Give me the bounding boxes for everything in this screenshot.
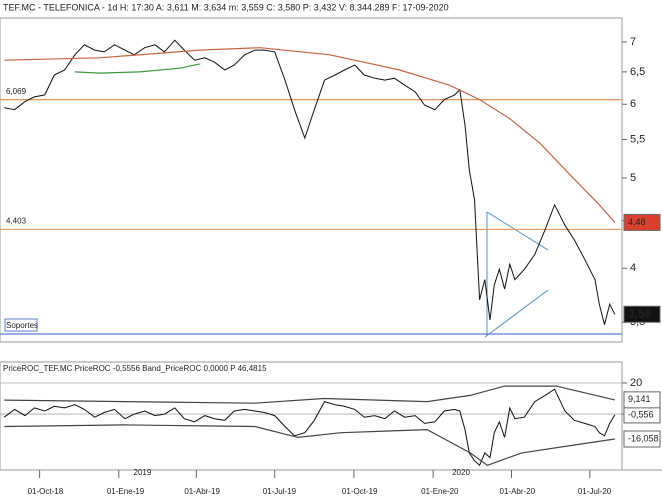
pattern-line [484,289,549,338]
series-line [4,385,615,404]
y-tick-label: 20 [630,377,642,389]
x-tick-label: 01-Abr-20 [500,487,536,496]
series-line [4,47,616,223]
y-tick-label: 5 [630,172,636,184]
x-tick-label: 01-Ene-20 [421,487,459,496]
x-tick-label: 01-Jul-20 [578,487,612,496]
x-tick-label: 01-Abr-19 [184,487,220,496]
level-label: 6,069 [6,87,27,96]
x-tick-label: 01-Oct-19 [342,487,378,496]
y-tick-label: 4 [630,262,636,274]
level-label: 4,403 [6,217,27,226]
y-tick-label: 6 [630,98,636,110]
value-box-label: -16,058 [628,433,659,443]
x-tick-label: 01-Ene-19 [107,487,145,496]
value-box [623,213,661,231]
series-line [3,388,616,467]
y-tick-label: 5,5 [630,133,645,145]
pattern-line [486,211,549,251]
triangle-pattern [484,211,549,338]
value-box-label: -0,556 [628,409,654,419]
y-tick-label: 7 [630,36,636,48]
x-tick-label: 01-Oct-18 [28,487,64,496]
year-label: 2020 [452,468,470,477]
value-box [623,391,661,409]
series-line [74,63,200,74]
value-box [623,305,661,323]
level-label: Soportes [6,321,38,330]
series-line [4,39,616,325]
main-panel [0,17,623,343]
value-box-label: 9,141 [628,394,651,404]
series-line [4,424,615,466]
value-box [623,430,661,448]
chart-title: TEF.MC - TELEFONICA - 1d H: 17:30 A: 3,6… [3,2,449,12]
y-tick-label: 6,5 [630,66,645,78]
level-label-box [4,318,38,332]
year-label: 2019 [134,468,152,477]
value-box-label: 3,58 [628,306,652,320]
value-box-label: 4,48 [628,217,646,227]
x-tick-label: 01-Jul-19 [263,487,297,496]
roc-title: PriceROC_TEF.MC PriceROC -0,5556 Band_Pr… [3,364,267,373]
